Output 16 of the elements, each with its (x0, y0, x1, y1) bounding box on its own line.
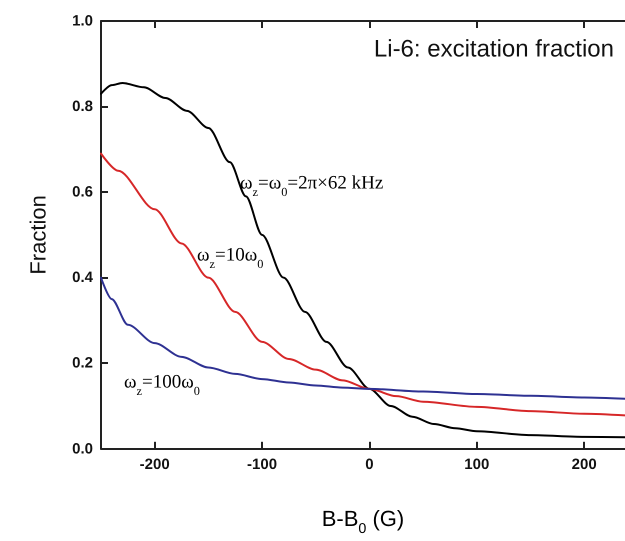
x-tick-label: -100 (247, 456, 278, 473)
y-tick-label: 0.4 (72, 269, 94, 286)
text: Li-6: excitation fraction (374, 36, 614, 62)
line-series (100, 152, 625, 416)
line-series (100, 276, 625, 400)
x-tick-label: 0 (365, 456, 374, 473)
y-axis-title: Fraction (26, 195, 50, 275)
x-tick-label: 200 (572, 456, 597, 473)
y-tick-label: 0.8 (72, 98, 93, 116)
x-tick-label: 100 (464, 456, 490, 473)
y-tick-label: 1.0 (72, 12, 93, 30)
line-series (100, 82, 625, 438)
x-tick-label: -200 (140, 456, 170, 473)
y-tick-label: 0.6 (72, 184, 93, 201)
y-tick-label: 0.0 (72, 440, 93, 458)
y-tick-label: 0.2 (72, 354, 93, 372)
